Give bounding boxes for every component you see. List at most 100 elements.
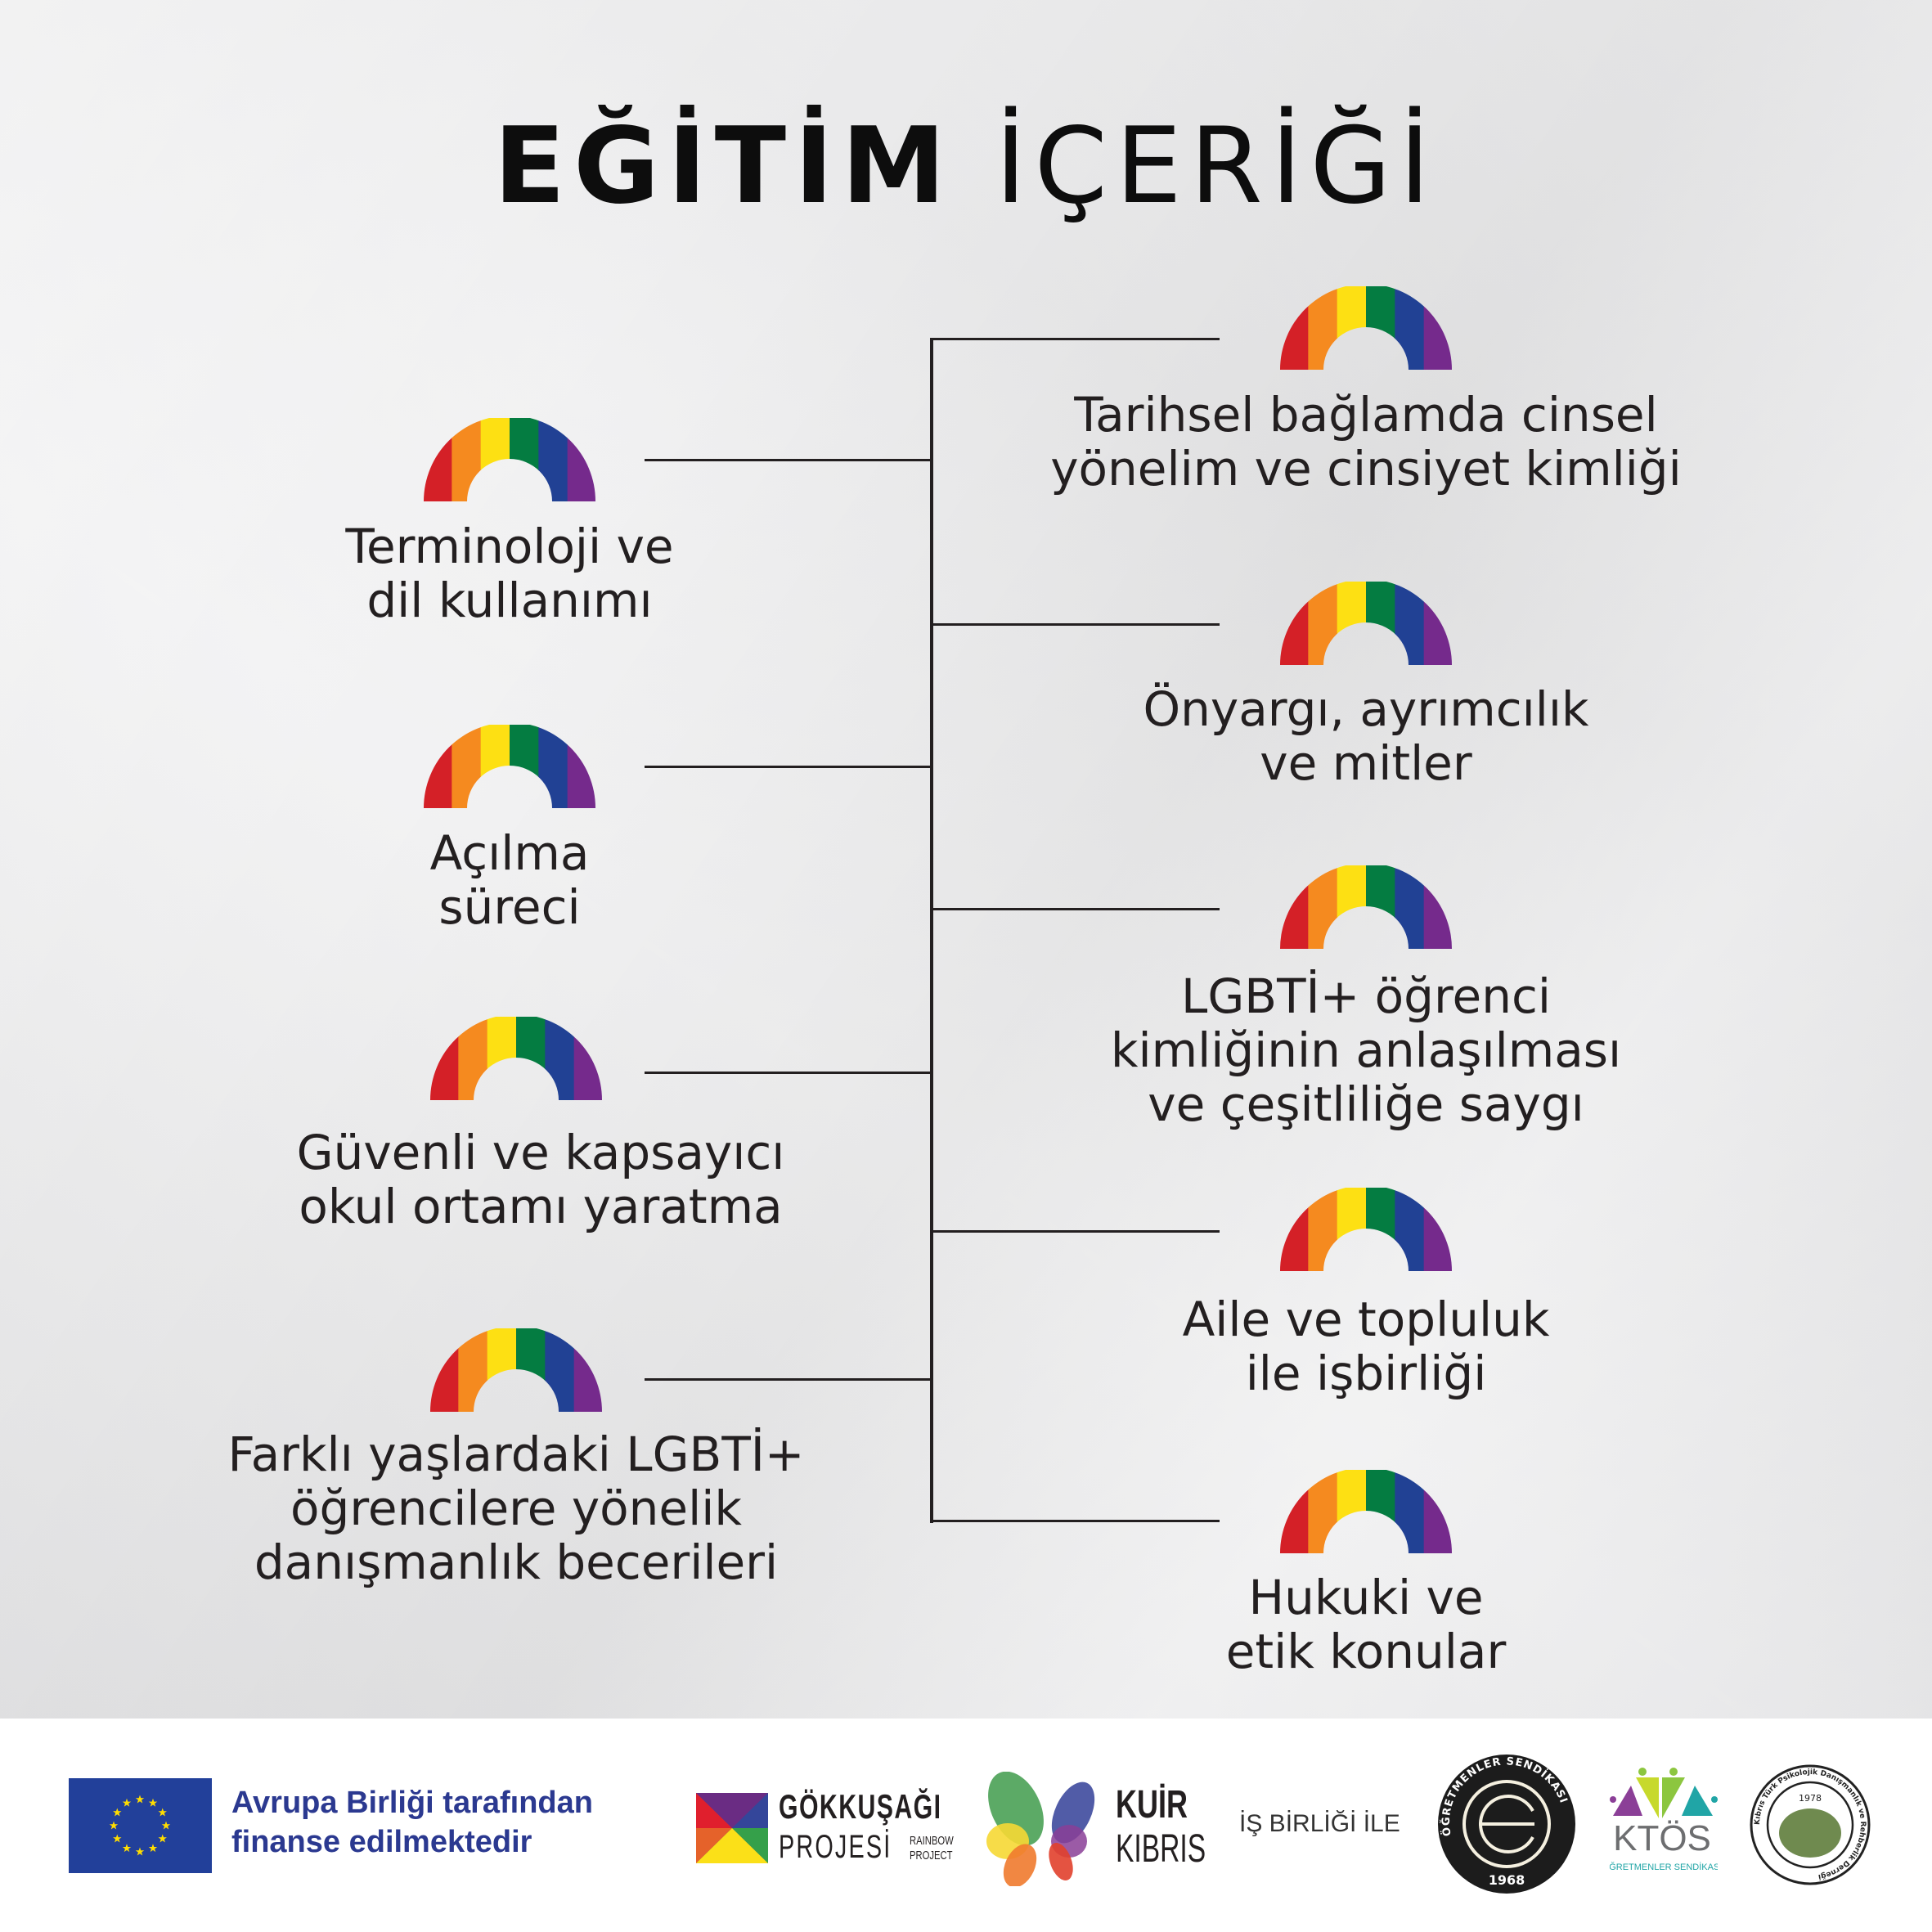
rainbow-stripe [545, 1328, 575, 1412]
branch-line-right [932, 1230, 1220, 1233]
topic-label-line: Hukuki ve [1248, 1570, 1484, 1625]
rainbow-stripe [1423, 1188, 1452, 1271]
branch-line-left [645, 1378, 932, 1381]
topic-label-line: okul ortamı yaratma [299, 1179, 783, 1234]
rainbow-stripe [430, 1017, 459, 1100]
rainbow-stripe [1423, 865, 1452, 949]
rainbow-icon [429, 1017, 603, 1100]
rainbow-stripe [1280, 865, 1309, 949]
topic-label: Hukuki ve etik konular [998, 1570, 1734, 1678]
rainbow-stripe [538, 418, 568, 501]
pdr-association-logo: Kıbrıs Türk Psikolojik Danışmanlık ve Re… [1750, 1764, 1871, 1885]
eu-star-icon [113, 1834, 122, 1843]
rainbow-stripe [458, 1328, 488, 1412]
topic-label-line: süreci [438, 879, 581, 935]
rainbow-stripe [567, 725, 595, 808]
rainbow-icon [1279, 582, 1453, 665]
rainbow-stripe [1308, 865, 1338, 949]
project-text: PROJECT [910, 1849, 953, 1862]
kuir-butterfly-logo [986, 1772, 1095, 1886]
rainbow-stripe [1280, 582, 1309, 665]
rainbow-stripe [1337, 582, 1367, 665]
eu-text-line: Avrupa Birliği tarafından [231, 1786, 593, 1820]
rainbow-stripe [1337, 865, 1367, 949]
rainbow-stripe [1395, 286, 1425, 370]
ogretmenler-sendikasi-logo: ÖĞRETMENLER SENDİKASI 1968 [1438, 1755, 1575, 1894]
topic-label-line: Güvenli ve kapsayıcı [296, 1125, 785, 1180]
rainbow-stripe [573, 1017, 602, 1100]
rainbow-stripe [1366, 1470, 1395, 1553]
topic-label: Güvenli ve kapsayıcı okul ortamı yaratma [173, 1126, 909, 1233]
eu-star-icon [122, 1798, 132, 1807]
topic-label: Tarihsel bağlamda cinsel yönelim ve cinsi… [998, 388, 1734, 496]
topic-label-line: ve çeşitliliğe saygı [1148, 1076, 1584, 1132]
rainbow-stripe [452, 725, 482, 808]
rainbow-stripe [538, 725, 568, 808]
rainbow-stripe [1308, 1470, 1338, 1553]
rainbow-stripe [516, 1017, 546, 1100]
rainbow-project-text: RAINBOW PROJECT [910, 1834, 954, 1863]
rainbow-icon [1279, 1470, 1453, 1553]
rainbow-stripe [480, 725, 510, 808]
topic-label-line: Farklı yaşlardaki LGBTİ+ [227, 1427, 805, 1482]
rainbow-stripe [1423, 1470, 1452, 1553]
rainbow-stripe [430, 1328, 459, 1412]
rainbow-stripe [545, 1017, 575, 1100]
trunk-line [930, 338, 933, 1523]
topic-label-line: Açılma [429, 825, 590, 881]
rainbow-stripe [1423, 582, 1452, 665]
topic-label: Farklı yaşlardaki LGBTİ+ öğrencilere yöne… [148, 1427, 884, 1589]
rainbow-stripe [487, 1328, 517, 1412]
rainbow-stripe [510, 725, 539, 808]
rainbow-stripe [516, 1328, 546, 1412]
rainbow-stripe [1366, 582, 1395, 665]
topic-label-line: yönelim ve cinsiyet kimliği [1050, 441, 1682, 496]
branch-line-right [932, 623, 1220, 626]
title-bold: EĞİTİM [493, 106, 955, 227]
rainbow-icon [1279, 286, 1453, 370]
eu-star-icon [161, 1821, 171, 1830]
topic-label-line: dil kullanımı [366, 573, 653, 628]
gokkusagi-title: GÖKKUŞAĞI [779, 1787, 942, 1826]
topic-label: Önyargı, ayrımcılık ve mitler [998, 682, 1734, 790]
eu-flag-logo [69, 1778, 212, 1873]
topic-label: LGBTİ+ öğrenci kimliğinin anlaşılması ve ç… [998, 969, 1734, 1131]
eu-funding-text: Avrupa Birliği tarafından finanse edilme… [231, 1783, 593, 1862]
branch-line-left [645, 1072, 932, 1074]
rainbow-icon [1279, 1188, 1453, 1271]
gokkusagi-subtitle: PROJESİ [779, 1829, 892, 1865]
eu-star-icon [135, 1847, 145, 1856]
ogretmenler-year: 1968 [1489, 1872, 1525, 1888]
rainbow-stripe [1366, 865, 1395, 949]
branch-line-right [932, 908, 1220, 910]
eu-star-icon [113, 1808, 122, 1817]
rainbow-stripe [424, 418, 452, 501]
rainbow-stripe [487, 1017, 517, 1100]
eu-star-icon [148, 1798, 158, 1807]
eu-star-icon [148, 1844, 158, 1853]
rainbow-stripe [1280, 1470, 1309, 1553]
rainbow-stripe [458, 1017, 488, 1100]
kuir-title: KUİR [1116, 1783, 1188, 1826]
rainbow-stripe [1395, 1470, 1425, 1553]
rainbow-stripe [1395, 865, 1425, 949]
title-regular: İÇERİĞİ [995, 106, 1439, 227]
topic-label-line: Tarihsel bağlamda cinsel [1074, 387, 1658, 443]
topic-label-line: ile işbirliği [1245, 1346, 1487, 1401]
eu-star-icon [122, 1844, 132, 1853]
rainbow-stripe [1366, 1188, 1395, 1271]
rainbow-stripe [480, 418, 510, 501]
rainbow-stripe [1423, 286, 1452, 370]
eu-star-icon [158, 1808, 167, 1817]
eu-star-icon [109, 1821, 119, 1830]
rainbow-stripe [573, 1328, 602, 1412]
rainbow-stripe [1395, 1188, 1425, 1271]
rainbow-stripe [1308, 582, 1338, 665]
ktos-logo: KTÖS ÖĞRETMENLER SENDİKASI [1610, 1768, 1718, 1872]
topic-label-line: Önyargı, ayrımcılık [1143, 681, 1589, 737]
rainbow-stripe [1280, 286, 1309, 370]
branch-line-left [645, 766, 932, 768]
topic-label-line: LGBTİ+ öğrenci [1181, 968, 1551, 1024]
rainbow-stripe [1366, 286, 1395, 370]
page-title: EĞİTİM İÇERİĞİ [0, 115, 1932, 219]
